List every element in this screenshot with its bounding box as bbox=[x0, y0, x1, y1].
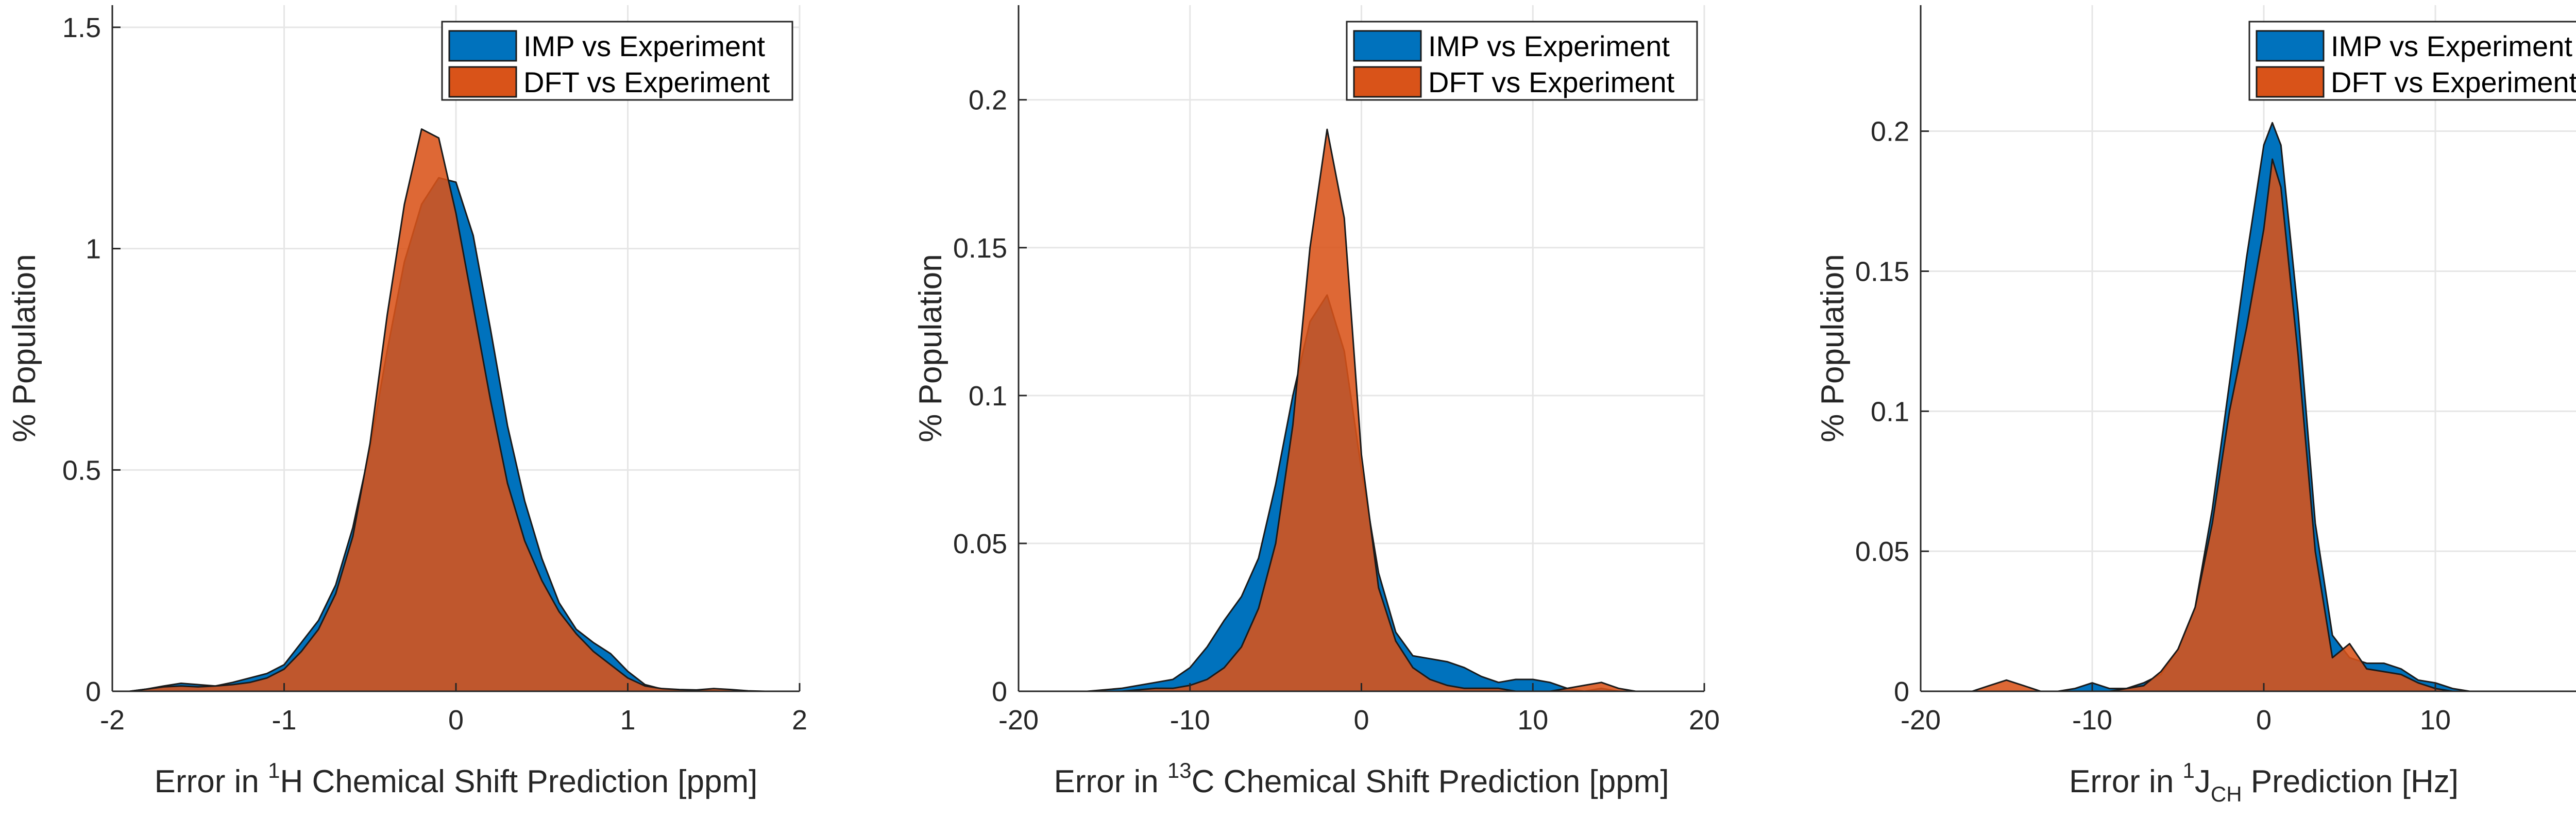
legend-label-dft: DFT vs Experiment bbox=[523, 66, 770, 98]
legend-label-imp: IMP vs Experiment bbox=[1428, 30, 1670, 62]
legend-label-imp: IMP vs Experiment bbox=[523, 30, 765, 62]
y-tick-label-3: 0.15 bbox=[1855, 256, 1909, 287]
legend-swatch-imp bbox=[2256, 30, 2325, 62]
x-tick-label-0: -2 bbox=[100, 705, 125, 736]
x-tick-label-1: -10 bbox=[2072, 705, 2112, 736]
legend-swatch-dft bbox=[2256, 66, 2325, 98]
series-area-dft bbox=[1086, 128, 1637, 692]
y-tick-label-0: 0 bbox=[86, 676, 101, 707]
y-tick-label-2: 1 bbox=[86, 234, 101, 265]
y-tick-label-2: 0.1 bbox=[1871, 396, 1909, 427]
y-axis-label: % Population bbox=[913, 254, 948, 442]
legend-swatch-dft bbox=[1353, 66, 1422, 98]
series-area-dft bbox=[128, 128, 766, 692]
x-tick-label-3: 1 bbox=[620, 705, 635, 736]
y-tick-label-0: 0 bbox=[992, 676, 1007, 707]
y-tick-label-1: 0.5 bbox=[62, 455, 101, 486]
y-tick-label-4: 0.2 bbox=[969, 85, 1007, 116]
x-tick-label-2: 0 bbox=[2256, 705, 2272, 736]
x-tick-label-1: -1 bbox=[272, 705, 296, 736]
x-tick-label-0: -20 bbox=[998, 705, 1039, 736]
legend-label-imp: IMP vs Experiment bbox=[2331, 30, 2572, 62]
x-tick-label-3: 10 bbox=[1517, 705, 1548, 736]
y-tick-label-2: 0.1 bbox=[969, 381, 1007, 412]
y-tick-label-1: 0.05 bbox=[1855, 536, 1909, 567]
x-tick-label-2: 0 bbox=[448, 705, 464, 736]
x-axis-label: Error in 1JCH Prediction [Hz] bbox=[2069, 758, 2459, 806]
y-tick-label-3: 1.5 bbox=[62, 12, 101, 43]
legend: IMP vs Experiment DFT vs Experiment bbox=[1346, 21, 1698, 101]
legend-label-dft: DFT vs Experiment bbox=[1428, 66, 1675, 98]
legend-swatch-imp bbox=[448, 30, 517, 62]
y-axis-label: % Population bbox=[1815, 254, 1851, 442]
legend-label-dft: DFT vs Experiment bbox=[2331, 66, 2576, 98]
chart-panel-2: -20 -10 0 10 20 0 0.05 0.1 0.15 0.2 Error in 13C C… bbox=[913, 5, 1720, 799]
x-tick-label-3: 10 bbox=[2420, 705, 2451, 736]
x-tick-label-1: -10 bbox=[1170, 705, 1210, 736]
x-tick-label-4: 20 bbox=[1689, 705, 1720, 736]
x-axis-label: Error in 1H Chemical Shift Prediction [p… bbox=[155, 758, 758, 799]
y-tick-label-3: 0.15 bbox=[953, 233, 1007, 264]
legend: IMP vs Experiment DFT vs Experiment bbox=[441, 21, 793, 101]
y-tick-label-4: 0.2 bbox=[1871, 116, 1909, 147]
x-tick-label-2: 0 bbox=[1353, 705, 1369, 736]
y-axis-label: % Population bbox=[7, 254, 42, 442]
chart-panel-1: -2 -1 0 1 2 0 0.5 1 1.5 Error in 1H Chemical Shif… bbox=[7, 5, 807, 799]
legend: IMP vs Experiment DFT vs Experiment bbox=[2248, 21, 2576, 101]
x-tick-label-4: 2 bbox=[792, 705, 807, 736]
legend-swatch-dft bbox=[448, 66, 517, 98]
y-tick-label-0: 0 bbox=[1894, 676, 1909, 707]
legend-swatch-imp bbox=[1353, 30, 1422, 62]
x-tick-label-0: -20 bbox=[1901, 705, 1941, 736]
x-axis-label: Error in 13C Chemical Shift Prediction [… bbox=[1054, 758, 1669, 799]
y-tick-label-1: 0.05 bbox=[953, 529, 1007, 559]
